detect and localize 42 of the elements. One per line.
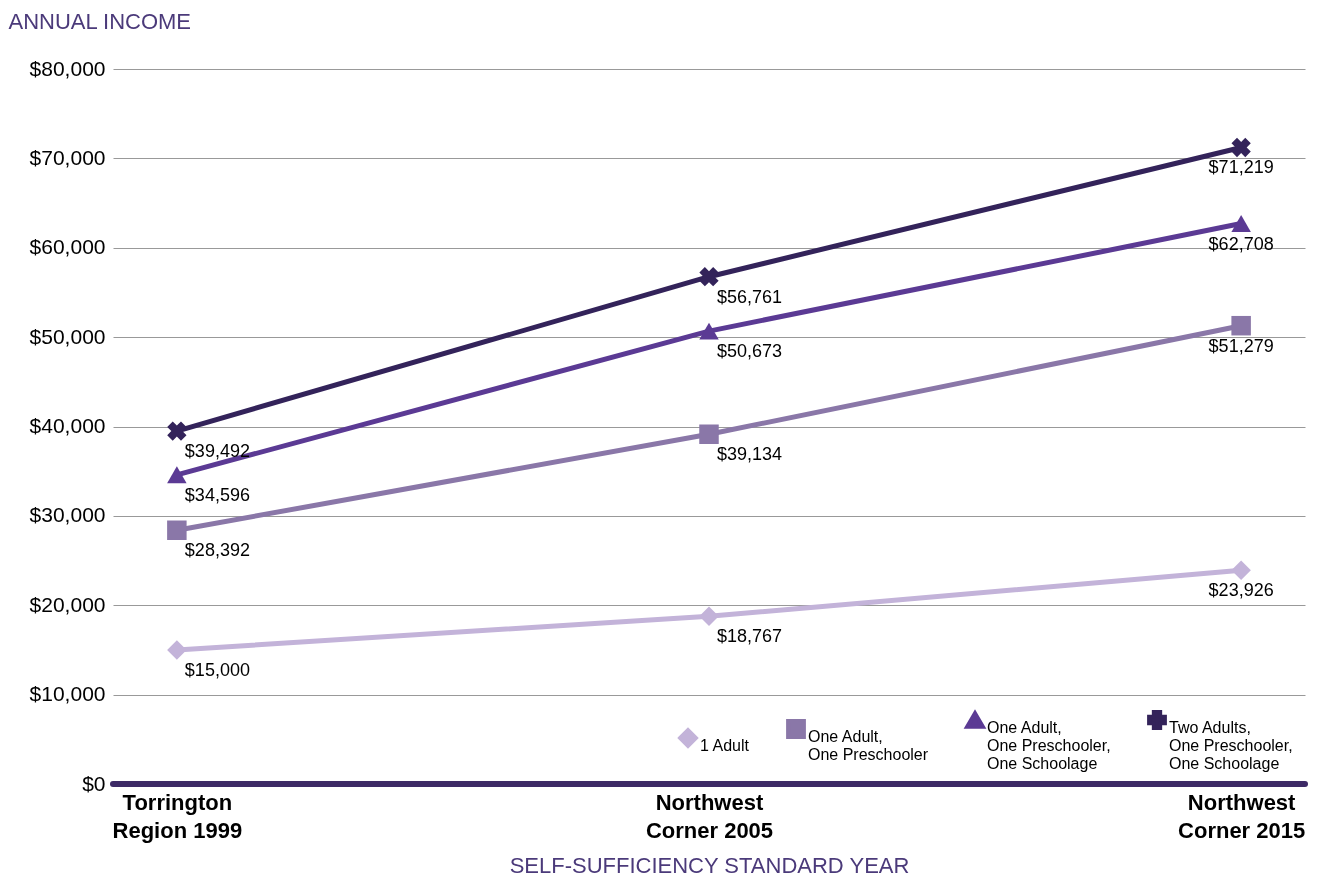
- point: [1231, 560, 1251, 580]
- data-label: $23,926: [1208, 580, 1274, 601]
- legend-label: 1 Adult: [700, 737, 750, 754]
- point: [167, 421, 187, 441]
- legend-label: One Adult, One Preschooler: [808, 728, 929, 763]
- data-label: $71,219: [1208, 157, 1274, 178]
- point: [167, 520, 187, 540]
- point: [167, 640, 187, 660]
- data-label: $39,492: [184, 441, 250, 462]
- legend-label: Two Adults, One Preschooler, One Schoolage: [1169, 719, 1293, 772]
- legend-label: One Adult, One Preschooler, One Schoolage: [987, 719, 1111, 772]
- data-label: $28,392: [184, 540, 250, 561]
- point: [699, 606, 719, 627]
- y-tick-label: $10,000: [29, 682, 106, 706]
- x-axis-title: SELF-SUFFICIENCY STANDARD YEAR: [509, 852, 910, 878]
- y-tick-label: $30,000: [29, 503, 106, 527]
- y-tick-label: $40,000: [29, 414, 106, 437]
- point: [699, 424, 719, 444]
- y-tick-label: $60,000: [29, 235, 106, 259]
- point: [1231, 137, 1251, 158]
- data-label: $39,134: [717, 444, 783, 465]
- point: [699, 267, 719, 287]
- data-label: $62,708: [1208, 233, 1274, 254]
- data-label: $18,767: [717, 626, 783, 647]
- data-label: $51,279: [1208, 335, 1274, 356]
- point: [167, 466, 187, 484]
- point: [1231, 315, 1251, 336]
- y-tick-label: $20,000: [29, 592, 106, 616]
- point: [699, 322, 719, 340]
- y-tick-label: $80,000: [29, 56, 106, 80]
- point: [1231, 215, 1251, 232]
- y-axis-title: ANNUAL INCOME: [8, 8, 192, 34]
- data-label: $50,673: [717, 341, 783, 362]
- y-tick-label: $0: [82, 771, 106, 795]
- data-label: $15,000: [184, 659, 250, 680]
- y-tick-label: $70,000: [29, 145, 106, 169]
- x-tick-label: Torrington Region 1999: [112, 789, 243, 843]
- y-tick-label: $50,000: [29, 324, 106, 348]
- data-label: $56,761: [717, 286, 783, 307]
- x-tick-label: Northwest Corner 2005: [645, 789, 774, 843]
- x-tick-label: Northwest Corner 2015: [1178, 789, 1306, 843]
- data-label: $34,596: [184, 484, 250, 505]
